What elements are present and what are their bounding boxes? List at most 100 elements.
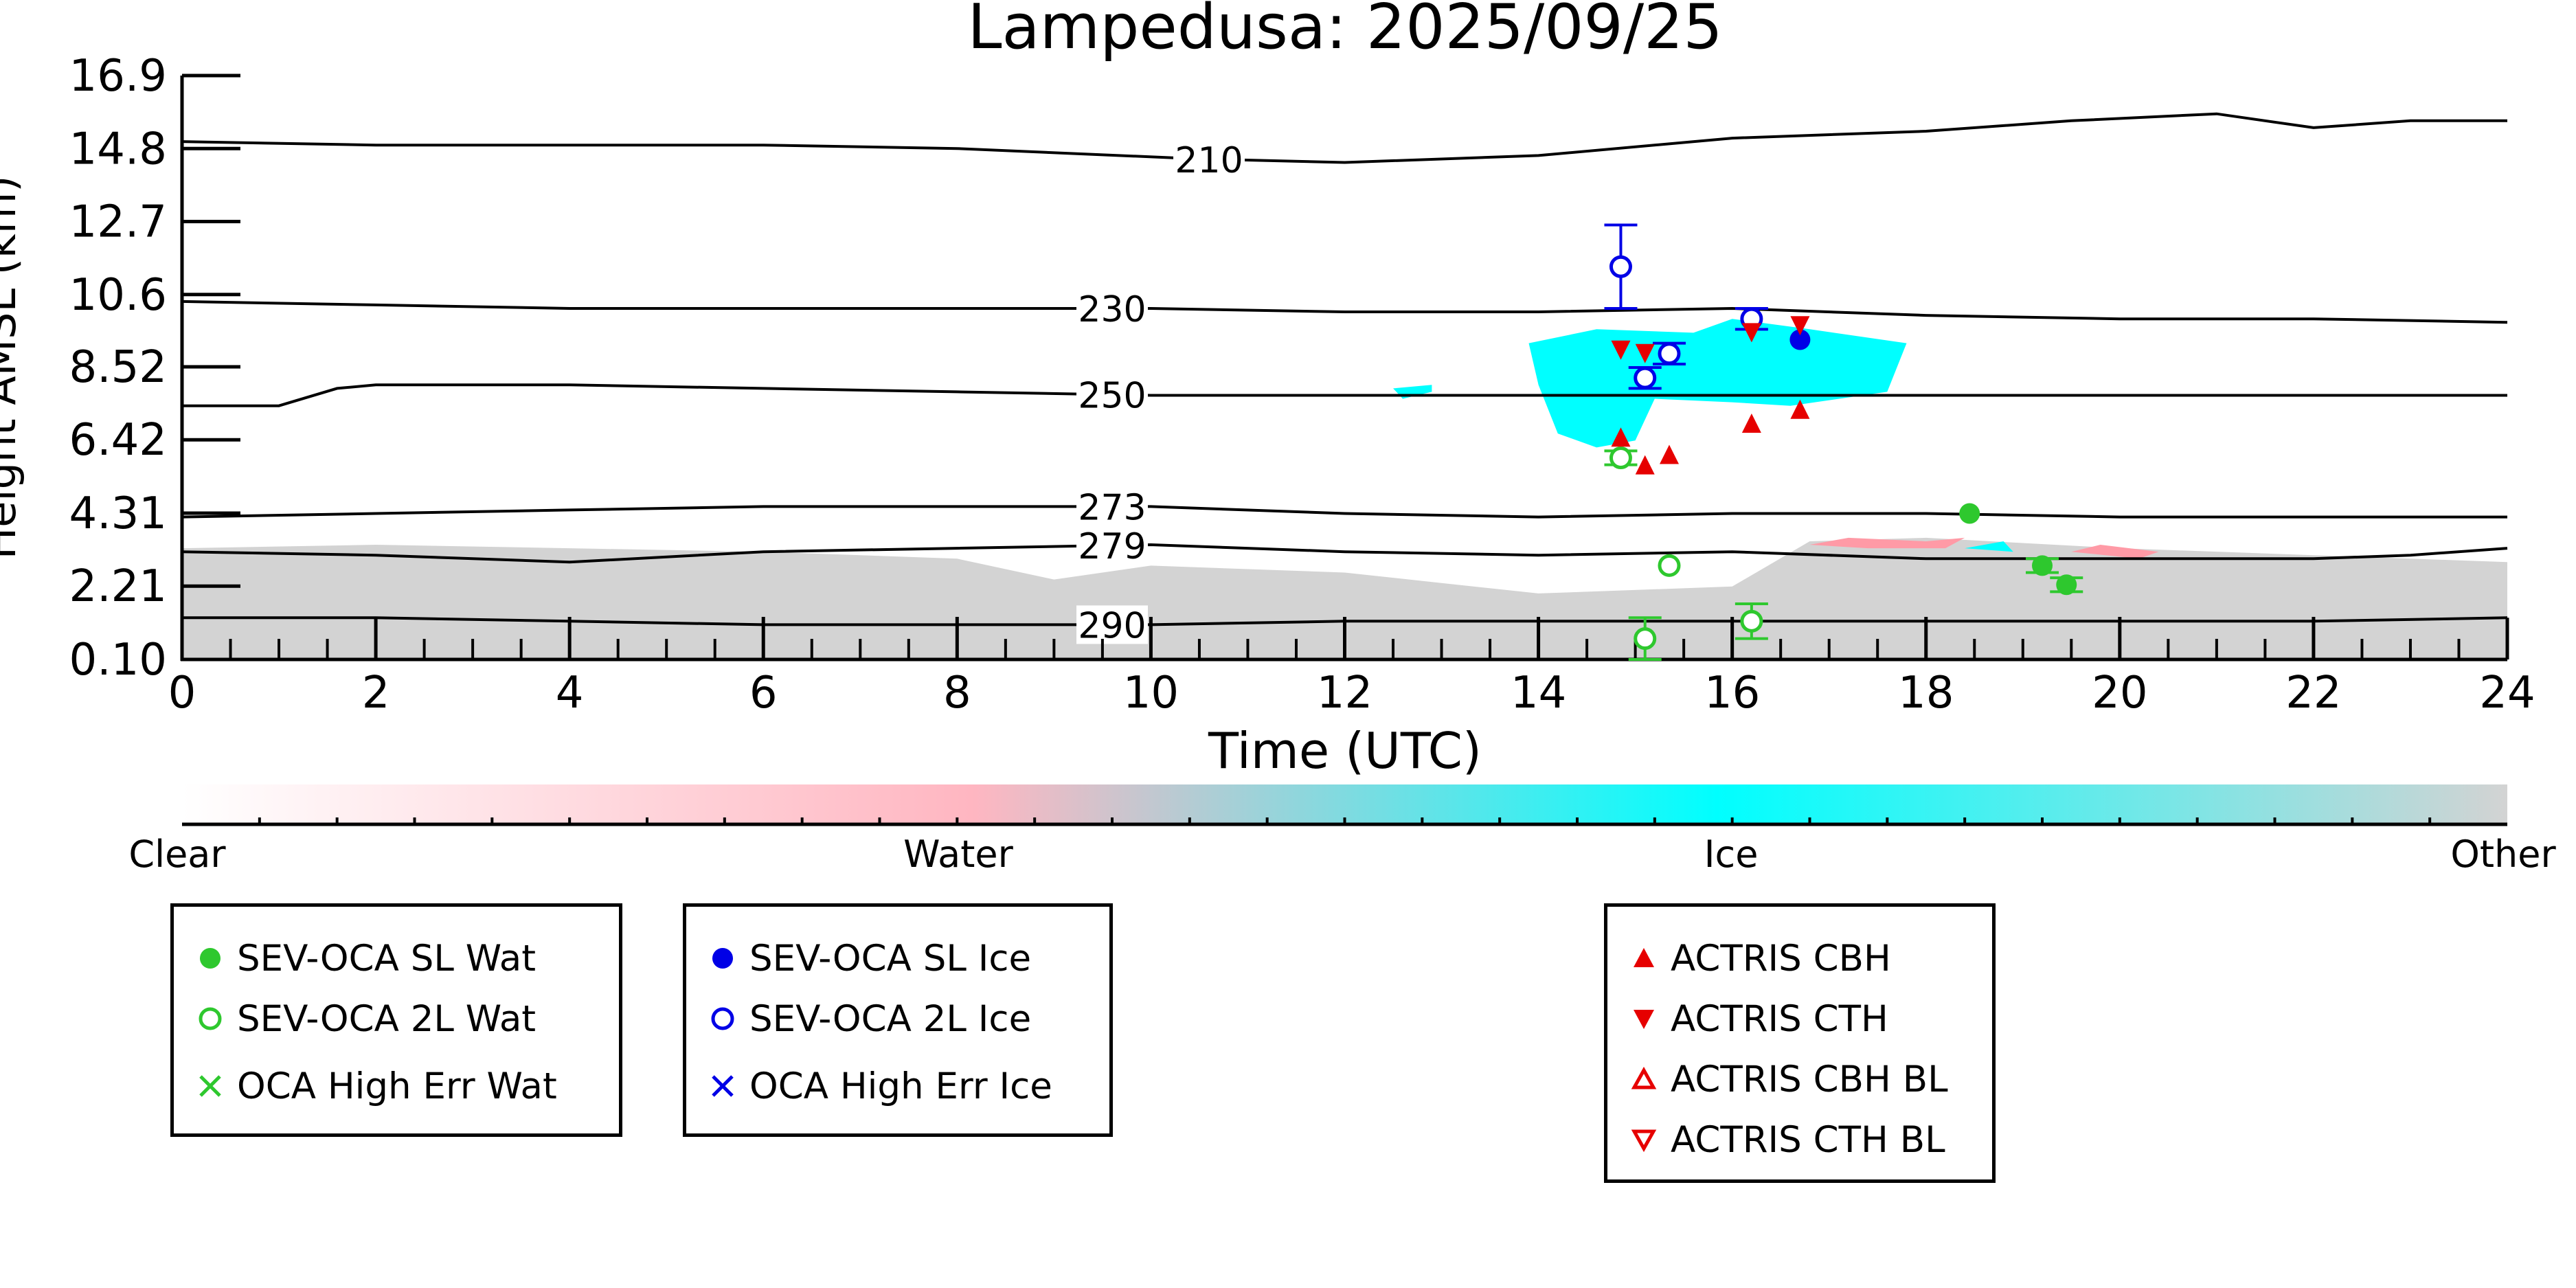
- legend-label: ACTRIS CTH BL: [1671, 1118, 1945, 1161]
- legend-ice: SEV-OCA SL Ice SEV-OCA 2L Ice OCA High E…: [683, 903, 1113, 1137]
- y-tick-label: 2.21: [69, 561, 168, 612]
- cloud-region-ice: [1965, 541, 2013, 552]
- colorbar-label-water: Water: [903, 833, 1013, 876]
- point-open-circle: [1634, 366, 1657, 389]
- data-points: [1604, 223, 2083, 661]
- legend-item: ACTRIS CTH BL: [1627, 1116, 1945, 1164]
- filled-circle-marker-icon: [712, 948, 733, 969]
- legend-item: OCA High Err Ice: [705, 1062, 1052, 1110]
- x-axis-label: Time (UTC): [1208, 722, 1482, 780]
- legend-label: ACTRIS CBH: [1671, 937, 1891, 980]
- legend-label: OCA High Err Wat: [237, 1065, 557, 1107]
- open-circle-marker-icon: [199, 1007, 222, 1030]
- point-triangle-down: [1611, 340, 1631, 360]
- contour-label-bg: [1076, 526, 1148, 565]
- point-triangle-up: [1611, 427, 1631, 447]
- legend-item: OCA High Err Wat: [193, 1062, 557, 1110]
- x-marker-icon: [199, 1075, 221, 1097]
- legend-label: SEV-OCA 2L Wat: [237, 997, 536, 1040]
- legend-label: SEV-OCA SL Ice: [749, 937, 1032, 980]
- legend-label: SEV-OCA 2L Ice: [749, 997, 1032, 1040]
- legend-water: SEV-OCA SL Wat SEV-OCA 2L Wat OCA High E…: [170, 903, 622, 1137]
- legend-item: ACTRIS CBH: [1627, 934, 1891, 982]
- colorbar-label-ice: Ice: [1704, 833, 1759, 876]
- x-tick-label: 20: [2092, 668, 2147, 719]
- contour-line: [181, 300, 2508, 324]
- contour-label-bg: [1173, 139, 1245, 179]
- y-tick-label: 4.31: [69, 488, 168, 539]
- contour-label: 279: [1078, 526, 1146, 567]
- y-tick-label: 10.6: [69, 270, 168, 321]
- x-tick-label: 12: [1317, 668, 1372, 719]
- point-filled-circle: [2032, 555, 2053, 576]
- axes: 0.10 2.21 4.31 6.42 8.52 10.6 12.7 14.8 16.9 0 2 4 6…: [69, 51, 2535, 719]
- x-tick-label: 16: [1704, 668, 1760, 719]
- x-tick-label: 14: [1511, 668, 1566, 719]
- point-triangle-up: [1659, 444, 1679, 464]
- cloud-region-ice: [1528, 319, 1907, 448]
- x-tick-label: 8: [943, 668, 971, 719]
- legend-label: SEV-OCA SL Wat: [237, 937, 536, 980]
- x-tick-label: 2: [362, 668, 390, 719]
- colorbar-ticks: [258, 817, 2432, 824]
- y-tick-label: 6.42: [69, 415, 168, 466]
- point-triangle-down: [1635, 343, 1655, 363]
- legend-item: SEV-OCA 2L Wat: [193, 995, 536, 1043]
- point-triangle-up: [1741, 413, 1761, 433]
- filled-circle-marker-icon: [200, 948, 221, 969]
- contour-line: [181, 505, 2507, 519]
- open-triangle-up-marker-icon: [1631, 1066, 1657, 1089]
- open-triangle-down-marker-icon: [1631, 1129, 1657, 1153]
- y-axis-label: Height AMSL (km): [0, 176, 25, 560]
- legend-label: ACTRIS CBH BL: [1671, 1058, 1948, 1100]
- colorbar-label-clear: Clear: [128, 833, 226, 876]
- x-tick-label: 24: [2479, 668, 2535, 719]
- point-triangle-down: [1790, 316, 1810, 336]
- point-open-circle: [1658, 342, 1681, 365]
- contour-label-bg: [1076, 487, 1148, 526]
- legend-item: ACTRIS CBH BL: [1627, 1055, 1948, 1103]
- contour-label-bg: [1076, 289, 1148, 328]
- contour-label: 273: [1078, 487, 1146, 528]
- point-filled-circle: [1959, 503, 1980, 524]
- legend-actris: ACTRIS CBH ACTRIS CTH ACTRIS CBH BL ACTR…: [1604, 903, 1996, 1183]
- open-circle-marker-icon: [711, 1007, 734, 1030]
- point-triangle-up: [1635, 455, 1655, 475]
- contour-line: [182, 383, 2507, 407]
- y-tick-label: 0.10: [69, 635, 168, 686]
- y-tick-label: 14.8: [69, 124, 168, 174]
- x-tick-label: 6: [749, 668, 778, 719]
- triangle-down-marker-icon: [1634, 1010, 1654, 1029]
- legend-item: SEV-OCA 2L Ice: [705, 995, 1031, 1043]
- triangle-up-marker-icon: [1634, 948, 1654, 967]
- chart-title: Lampedusa: 2025/09/25: [967, 0, 1722, 63]
- contour-label-bg: [1076, 375, 1148, 414]
- x-tick-label: 18: [1898, 668, 1954, 719]
- contour-label: 210: [1175, 140, 1243, 181]
- x-tick-label: 0: [168, 668, 196, 719]
- legend-item: ACTRIS CTH: [1627, 995, 1888, 1043]
- point-triangle-up: [1790, 399, 1810, 419]
- contour-label: 250: [1078, 375, 1146, 416]
- contour-line: [181, 543, 2508, 564]
- cloud-region-water: [1809, 537, 1965, 549]
- point-triangle-down: [1741, 323, 1761, 343]
- point-filled-circle: [1789, 329, 1811, 350]
- y-tick-label: 12.7: [69, 197, 168, 248]
- contour-label: 290: [1078, 605, 1146, 646]
- contour-label-bg: [1076, 605, 1148, 644]
- colorbar: Clear Water Ice Other: [128, 784, 2556, 876]
- cloud-region-water: [2071, 545, 2159, 559]
- colorbar-label-other: Other: [2450, 833, 2556, 876]
- point-open-circle: [1634, 627, 1657, 651]
- point-filled-circle: [2056, 574, 2077, 596]
- point-open-circle: [1609, 255, 1632, 278]
- x-marker-icon: [712, 1075, 734, 1097]
- y-tick-label: 8.52: [69, 342, 168, 393]
- y-tick-label: 16.9: [69, 51, 168, 102]
- point-open-circle: [1609, 447, 1632, 470]
- legend-item: SEV-OCA SL Wat: [193, 934, 536, 982]
- contour-label: 230: [1078, 289, 1146, 330]
- contour-line: [181, 112, 2507, 164]
